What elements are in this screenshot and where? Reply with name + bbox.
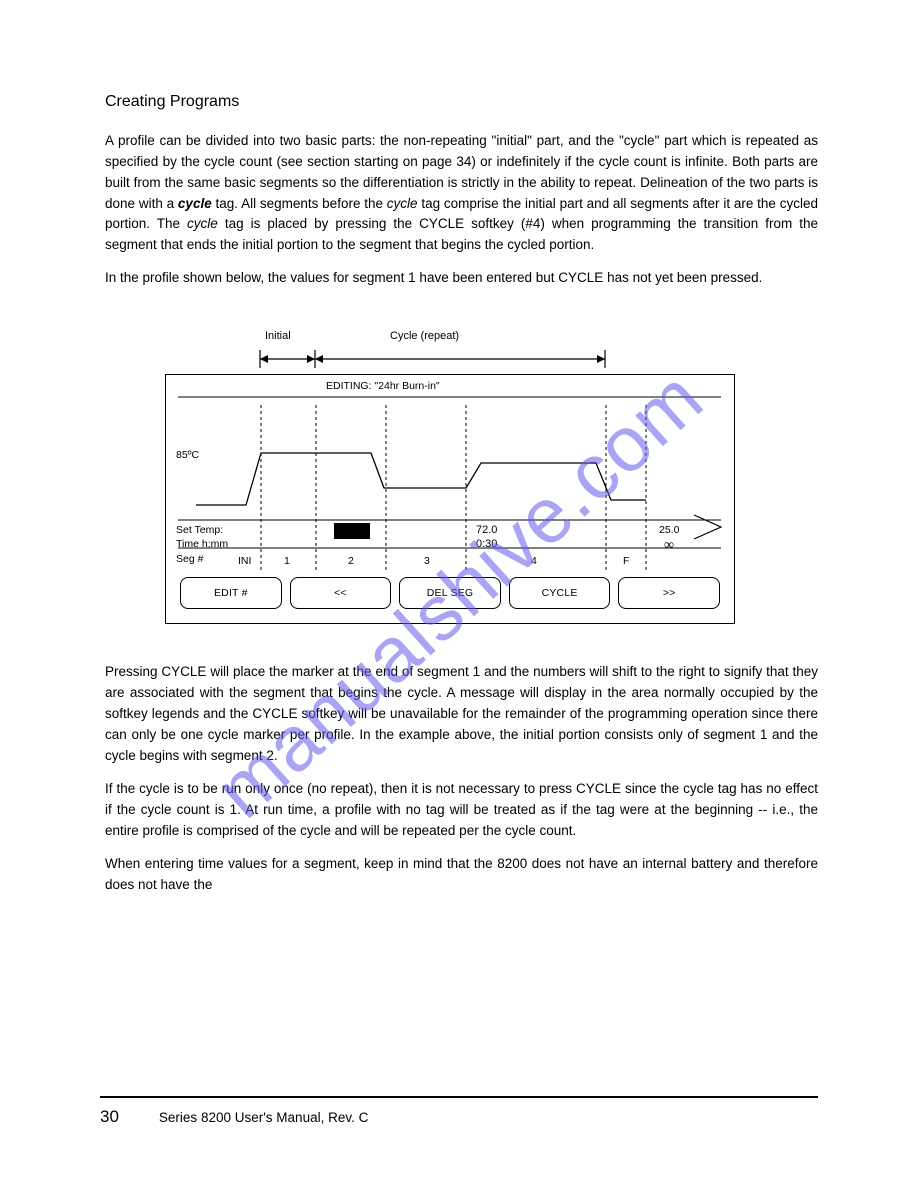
cycle-tag-bold: cycle bbox=[178, 196, 212, 211]
time-value: 0:30 bbox=[476, 536, 497, 553]
softkey-cycle[interactable]: CYCLE bbox=[509, 577, 611, 609]
single-cycle-paragraph: If the cycle is to be run only once (no … bbox=[105, 779, 818, 842]
set-temp-high: 85ºC bbox=[176, 447, 199, 463]
lcd-frame: EDITING: "24hr Burn-in" 85ºC Set Temp: T… bbox=[165, 374, 735, 624]
cycle-action-paragraph: Pressing CYCLE will place the marker at … bbox=[105, 662, 818, 767]
seg-label: Seg # bbox=[176, 551, 203, 567]
ini-tag: INI bbox=[238, 553, 251, 569]
final-tag: F bbox=[623, 553, 629, 569]
cycle-tag-italic-2: cycle bbox=[187, 216, 218, 231]
softkey-delseg[interactable]: DEL SEG bbox=[399, 577, 501, 609]
intro-paragraph: A profile can be divided into two basic … bbox=[105, 131, 818, 257]
infinity-icon: ∞ bbox=[664, 535, 674, 557]
doc-title: Series 8200 User's Manual, Rev. C bbox=[159, 1108, 368, 1129]
seg-1: 1 bbox=[284, 553, 290, 569]
cycle-repeat-label: Cycle (repeat) bbox=[390, 328, 459, 345]
profile-diagram: Initial Cycle (repeat) EDITING: "24hr Bu… bbox=[165, 314, 735, 644]
example-intro: In the profile shown below, the values f… bbox=[105, 268, 818, 289]
initial-label: Initial bbox=[265, 328, 291, 345]
time-note-paragraph: When entering time values for a segment,… bbox=[105, 854, 818, 896]
seg-4: 4 bbox=[531, 553, 537, 569]
softkey-row: EDIT # << DEL SEG CYCLE >> bbox=[180, 577, 720, 609]
cycle-tag-italic-1: cycle bbox=[387, 196, 418, 211]
softkey-edit[interactable]: EDIT # bbox=[180, 577, 282, 609]
time-label: Time h:mm bbox=[176, 536, 228, 552]
editing-title: EDITING: "24hr Burn-in" bbox=[326, 378, 440, 394]
seg-3: 3 bbox=[424, 553, 430, 569]
page-number: 30 bbox=[100, 1104, 119, 1130]
softkey-prev[interactable]: << bbox=[290, 577, 392, 609]
section-title: Creating Programs bbox=[105, 90, 818, 115]
seg-2: 2 bbox=[348, 553, 354, 569]
page-footer: 30 Series 8200 User's Manual, Rev. C bbox=[100, 1096, 818, 1130]
tag-line-a: tag. All segments before the bbox=[216, 196, 387, 211]
softkey-next[interactable]: >> bbox=[618, 577, 720, 609]
